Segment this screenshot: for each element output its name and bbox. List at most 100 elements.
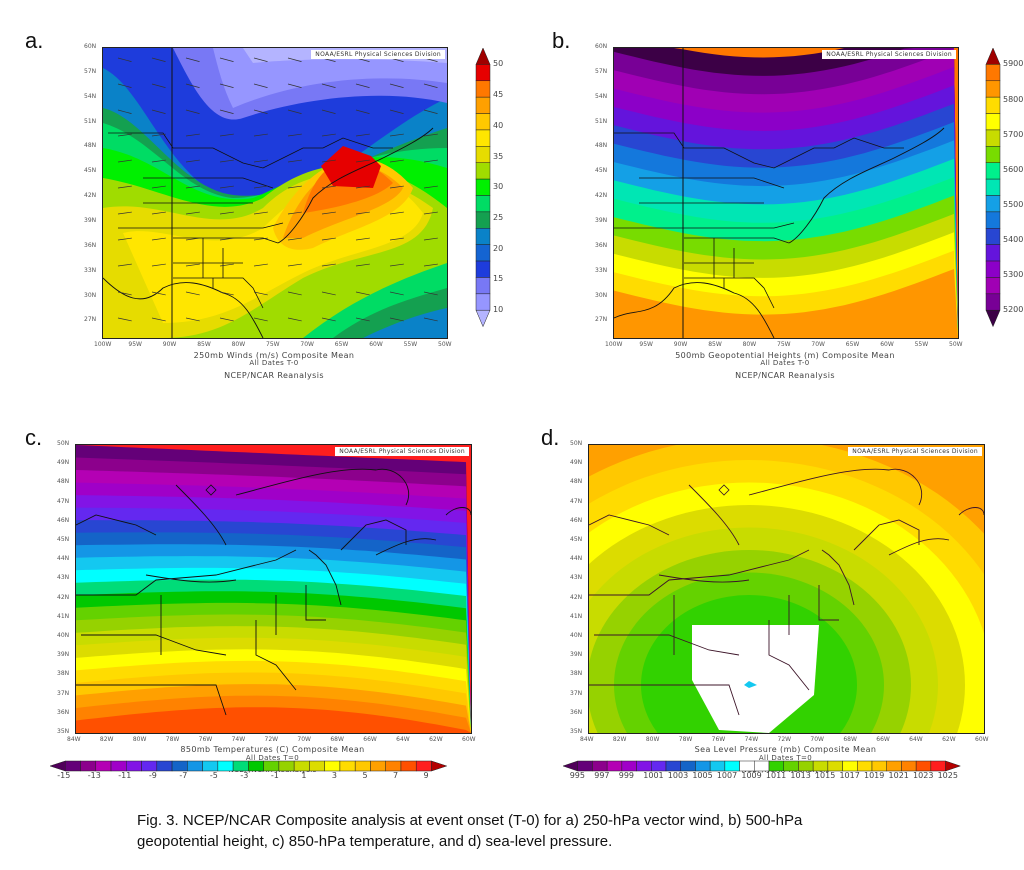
colorbar-swatch [202,760,219,772]
wind-vector-arrow [355,263,370,267]
colorbar-swatch [985,244,1001,262]
y-tick-label: 37N [57,689,70,697]
colorbar-swatch [475,211,491,229]
credit-label: NOAA/ESRL Physical Sciences Division [311,50,445,59]
wind-vector-arrow [389,317,404,322]
wind-vector-arrow [151,159,166,163]
wind-vector-arrow [219,83,234,88]
wind-vector-arrow [219,237,234,241]
y-tick-label: 43N [57,574,70,582]
wind-vector-arrow [355,185,370,189]
x-tick-label: 90W [162,341,177,348]
x-tick-label: 80W [132,736,147,743]
colorbar-swatch [475,260,491,278]
wind-vector-arrow [287,133,302,137]
colorbar-label: 995 [569,771,585,780]
wind-vector-arrow [117,211,132,215]
wind-vector-arrow [151,211,166,215]
x-tick-label: 64W [909,736,923,743]
y-tick-label: 43N [570,574,583,582]
wind-vector-arrow [423,211,438,215]
y-tick-label: 49N [57,459,70,467]
y-tick-label: 33N [84,266,97,274]
colorbar-swatch [65,760,81,772]
x-tick-label: 80W [742,341,757,348]
colorbar-swatch [636,760,652,772]
colorbar-label: 5600 [1003,164,1024,174]
wind-vector-arrow [185,263,200,267]
x-tick-label: 65W [334,341,349,348]
wind-vector-arrow [151,237,166,241]
map-panel-a-250mb-winds: NOAA/ESRL Physical Sciences Division [102,47,448,339]
wind-vector-arrow [219,263,234,267]
y-tick-label: 38N [570,670,583,678]
wind-vector-arrow [389,291,404,296]
wind-vector-arrow [389,263,404,267]
map-subtitle: All Dates T=0 [758,754,813,762]
y-tick-label: 38N [57,670,70,678]
coastline [103,127,434,338]
wind-vector-arrow [117,237,132,241]
colorbar-swatch [724,760,740,772]
wind-vector-arrow [389,237,404,241]
y-tick-label: 39N [84,217,97,224]
x-tick-label: 74W [744,736,759,743]
x-tick-label: 70W [810,736,824,743]
wind-vector-arrow [321,237,336,241]
wind-vector-arrow [287,83,302,88]
wind-vector-arrow [321,83,336,88]
y-tick-label: 50N [570,440,583,447]
colorbar-swatch [871,760,887,772]
y-tick-label: 44N [57,555,70,563]
contour-band [76,707,471,733]
colorbar-label: 1021 [888,771,909,780]
x-tick-label: 68W [843,736,857,743]
colorbar-swatch [187,760,203,772]
y-tick-label: 35N [570,728,583,735]
colorbar-swatch [475,64,491,82]
colorbar-b: 5200 5300 5400 5500 5600 5700 5800 5900 [985,47,1023,350]
colorbar-label: 1025 [937,771,958,780]
colorbar-arrow-min [49,760,66,772]
wind-vector-arrow [117,263,132,267]
colorbar-swatch [985,195,1001,213]
colorbar-label: 25 [493,213,504,223]
map-subtitle: All Dates T-0 [249,359,299,367]
colorbar-swatch [475,113,491,131]
contour-band [321,146,381,188]
wind-vector-arrow [117,159,132,163]
colorbar-swatch [985,146,1001,163]
y-tick-label: 50N [57,440,70,447]
colorbar-label: 9 [423,771,429,780]
colorbar-swatch [110,760,127,772]
colorbar-swatch [80,760,97,772]
wind-vector-arrow [219,133,234,137]
wind-vector-arrow [253,133,268,137]
wind-vector-arrow [185,211,200,215]
colorbar-swatch [985,96,1001,114]
wind-vector-arrow [355,211,370,215]
y-tick-label: 30N [595,291,608,299]
contour-band [213,48,447,108]
wind-vector-arrow [321,263,336,267]
wind-vector-arrow [423,263,438,267]
island-outline [718,484,730,496]
colorbar-swatch [475,178,491,196]
y-tick-label: 35N [57,728,70,735]
colorbar-swatch [985,277,1001,295]
colorbar-swatch [475,244,491,262]
y-tick-label: 45N [84,167,97,175]
x-tick-label: 76W [711,736,726,743]
wind-vector-arrow [151,83,166,88]
x-tick-label: 66W [363,736,377,743]
colorbar-swatch [592,760,608,772]
x-tick-label: 60W [880,341,894,348]
wind-vector-arrow [219,159,234,163]
colorbar-swatch [171,760,188,772]
y-tick-label: 39N [570,651,583,659]
colorbar-swatch [621,760,637,772]
y-tick-label: 40N [57,632,70,639]
colorbar-label: 5900 [1003,59,1024,69]
wind-vector-arrow [253,159,268,163]
wind-vector-arrow [253,317,268,322]
